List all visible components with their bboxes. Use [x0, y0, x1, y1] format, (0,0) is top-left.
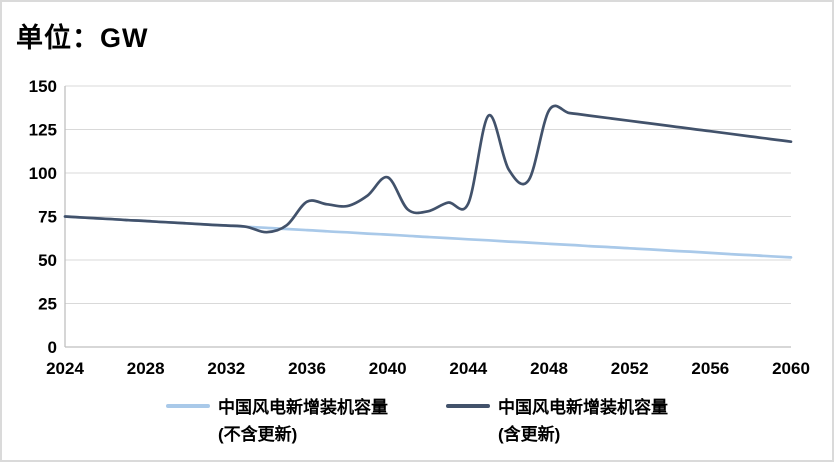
legend-label-line1: 中国风电新增装机容量	[218, 398, 388, 417]
x-tick-label: 2044	[449, 359, 487, 378]
x-tick-label: 2024	[46, 359, 84, 378]
x-tick-label: 2028	[127, 359, 165, 378]
x-tick-label: 2060	[772, 359, 810, 378]
x-tick-label: 2048	[530, 359, 568, 378]
legend-line-swatch-incl-renewal	[446, 404, 490, 408]
x-tick-label: 2040	[369, 359, 407, 378]
legend-line-swatch-excl-renewal	[166, 404, 210, 408]
chart-title: 单位：GW	[16, 23, 149, 53]
legend-label-incl-renewal: 中国风电新增装机容量 (含更新)	[498, 394, 668, 448]
y-tick-label: 0	[48, 338, 57, 357]
x-tick-label: 2056	[691, 359, 729, 378]
y-tick-label: 25	[38, 295, 57, 314]
y-tick-label: 150	[29, 77, 57, 96]
y-tick-label: 75	[38, 208, 57, 227]
y-tick-label: 100	[29, 164, 57, 183]
legend-label-line2: (不含更新)	[218, 425, 298, 444]
series-line-incl-renewal	[63, 104, 793, 234]
x-tick-label: 2052	[611, 359, 649, 378]
legend-item-excl-renewal[interactable]: 中国风电新增装机容量 (不含更新)	[166, 394, 388, 448]
chart-legend: 中国风电新增装机容量 (不含更新) 中国风电新增装机容量 (含更新)	[2, 394, 832, 448]
legend-label-line1: 中国风电新增装机容量	[498, 398, 668, 417]
x-tick-label: 2036	[288, 359, 326, 378]
y-tick-label: 50	[38, 251, 57, 270]
legend-label-line2: (含更新)	[498, 425, 561, 444]
x-tick-label: 2032	[207, 359, 245, 378]
legend-item-incl-renewal[interactable]: 中国风电新增装机容量 (含更新)	[446, 394, 668, 448]
y-tick-label: 125	[29, 121, 57, 140]
legend-label-excl-renewal: 中国风电新增装机容量 (不含更新)	[218, 394, 388, 448]
